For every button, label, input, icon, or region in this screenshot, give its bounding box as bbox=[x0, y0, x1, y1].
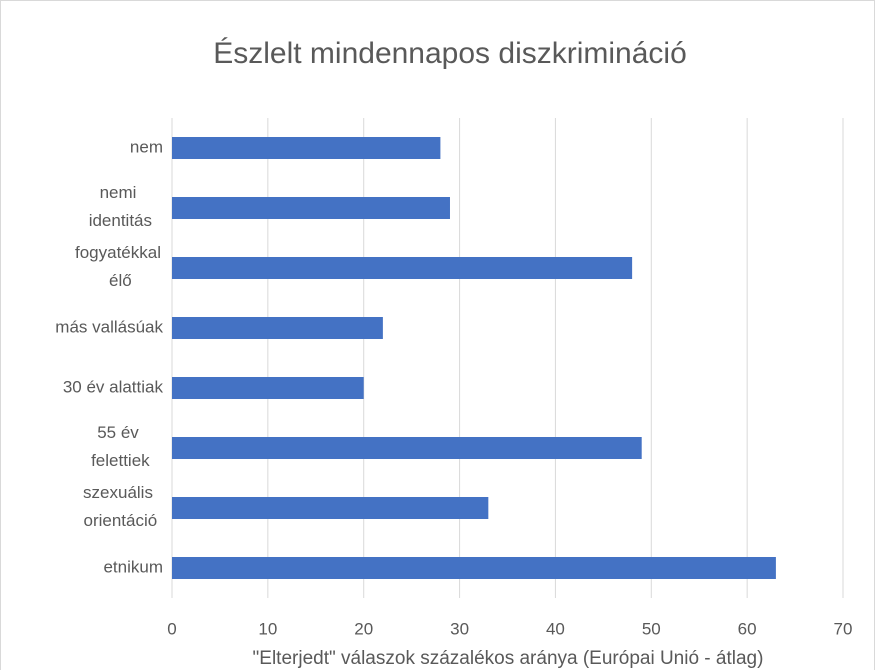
x-tick-label: 70 bbox=[834, 619, 853, 638]
y-tick-label: nemi identitás bbox=[84, 183, 152, 230]
y-tick-label: nem bbox=[130, 137, 163, 156]
y-tick-label: más vallásúak bbox=[55, 317, 163, 336]
x-tick-label: 20 bbox=[354, 619, 373, 638]
x-tick-label: 10 bbox=[258, 619, 277, 638]
chart-title: Észlelt mindennapos diszkrimináció bbox=[213, 37, 687, 70]
bar bbox=[172, 377, 364, 399]
x-tick-label: 60 bbox=[738, 619, 757, 638]
x-tick-label: 50 bbox=[642, 619, 661, 638]
x-tick-label: 0 bbox=[167, 619, 176, 638]
bar bbox=[172, 557, 776, 579]
bar bbox=[172, 137, 441, 159]
y-tick-label: 30 év alattiak bbox=[63, 377, 164, 396]
bar bbox=[172, 497, 489, 519]
bar bbox=[172, 197, 450, 219]
y-tick-label: 55 év felettiek bbox=[86, 423, 150, 470]
bar bbox=[172, 317, 383, 339]
y-tick-label: etnikum bbox=[103, 557, 163, 576]
x-tick-label: 40 bbox=[546, 619, 565, 638]
y-tick-label: fogyatékkal élő bbox=[75, 243, 161, 290]
y-tick-label: szexuális orientáció bbox=[79, 483, 157, 530]
bar bbox=[172, 257, 633, 279]
x-tick-label: 30 bbox=[450, 619, 469, 638]
x-axis-label: "Elterjedt" válaszok százalékos aránya (… bbox=[253, 648, 764, 669]
bar bbox=[172, 437, 642, 459]
